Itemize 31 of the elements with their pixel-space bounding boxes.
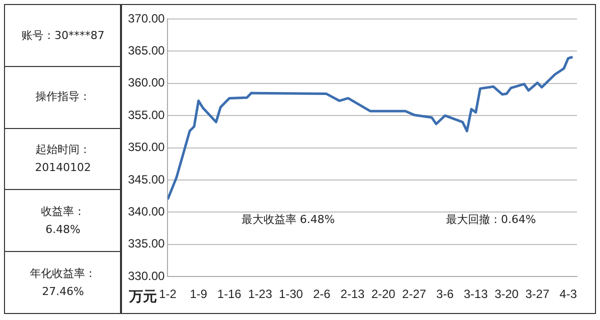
x-tick-label: 3-20 <box>494 287 519 302</box>
x-tick-label: 1-16 <box>217 287 242 302</box>
x-tick-label: 1-9 <box>190 287 208 302</box>
x-tick-label: 2-20 <box>371 287 396 302</box>
y-tick-label: 365.00 <box>128 44 166 58</box>
x-tick-label: 2-6 <box>313 287 331 302</box>
text: 收益率： 6.48% <box>5 190 121 252</box>
y-tick-label: 355.00 <box>128 108 166 122</box>
annotation: 最大收益率 6.48% <box>241 212 335 226</box>
text: 操作指导： <box>5 66 121 129</box>
y-tick-label: 370.00 <box>128 11 166 26</box>
x-tick-label: 4-3 <box>560 287 578 302</box>
y-tick-label: 330.00 <box>128 268 166 283</box>
y-tick-label: 335.00 <box>128 236 166 251</box>
x-tick-label: 3-13 <box>464 287 488 302</box>
x-tick-label: 2-13 <box>340 287 365 302</box>
text: 起始时间： 20140102 <box>5 128 121 190</box>
x-tick-label: 3-6 <box>436 287 454 302</box>
y-tick-label: 350.00 <box>128 140 166 154</box>
y-axis-title: 万元 <box>129 288 157 306</box>
text: 年化收益率： 27.46% <box>29 266 97 300</box>
x-tick-label: 2-27 <box>402 287 426 302</box>
x-tick-label: 3-27 <box>525 287 550 302</box>
x-tick-label: 1-2 <box>159 287 177 302</box>
text: 账号：30****87 <box>5 5 121 67</box>
y-tick-label: 340.00 <box>128 204 166 219</box>
y-tick-label: 345.00 <box>128 172 166 186</box>
x-tick-label: 1-23 <box>248 287 272 302</box>
annotation: 最大回撤：0.64% <box>446 212 536 226</box>
y-tick-label: 360.00 <box>128 76 166 90</box>
x-tick-label: 1-30 <box>278 287 304 302</box>
